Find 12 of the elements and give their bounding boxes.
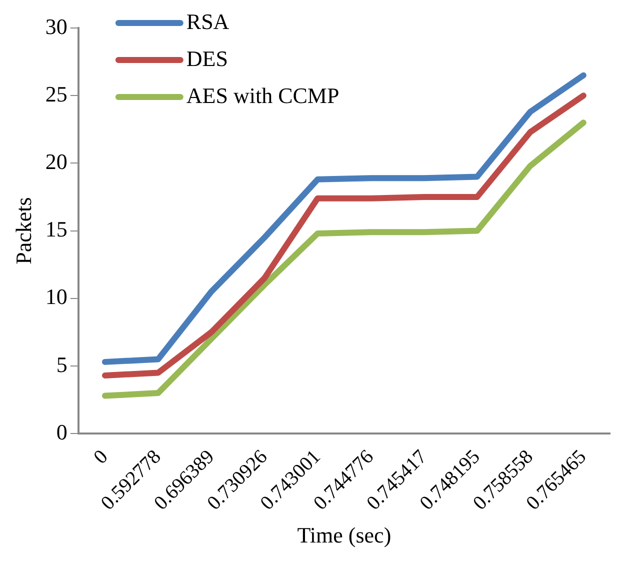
y-tick-label: 30 [45, 14, 68, 39]
y-tick-label: 25 [45, 81, 68, 106]
y-tick-label: 0 [56, 419, 68, 444]
y-tick-label: 15 [45, 216, 68, 242]
legend-label: AES with CCMP [186, 82, 340, 108]
y-tick-label: 20 [45, 148, 68, 174]
y-tick-label: 10 [45, 284, 68, 310]
legend-label: RSA [186, 8, 230, 34]
legend-label: DES [186, 46, 228, 71]
y-axis-title: Packets [10, 197, 36, 264]
x-axis-title: Time (sec) [297, 522, 392, 548]
y-tick-label: 5 [56, 352, 68, 377]
